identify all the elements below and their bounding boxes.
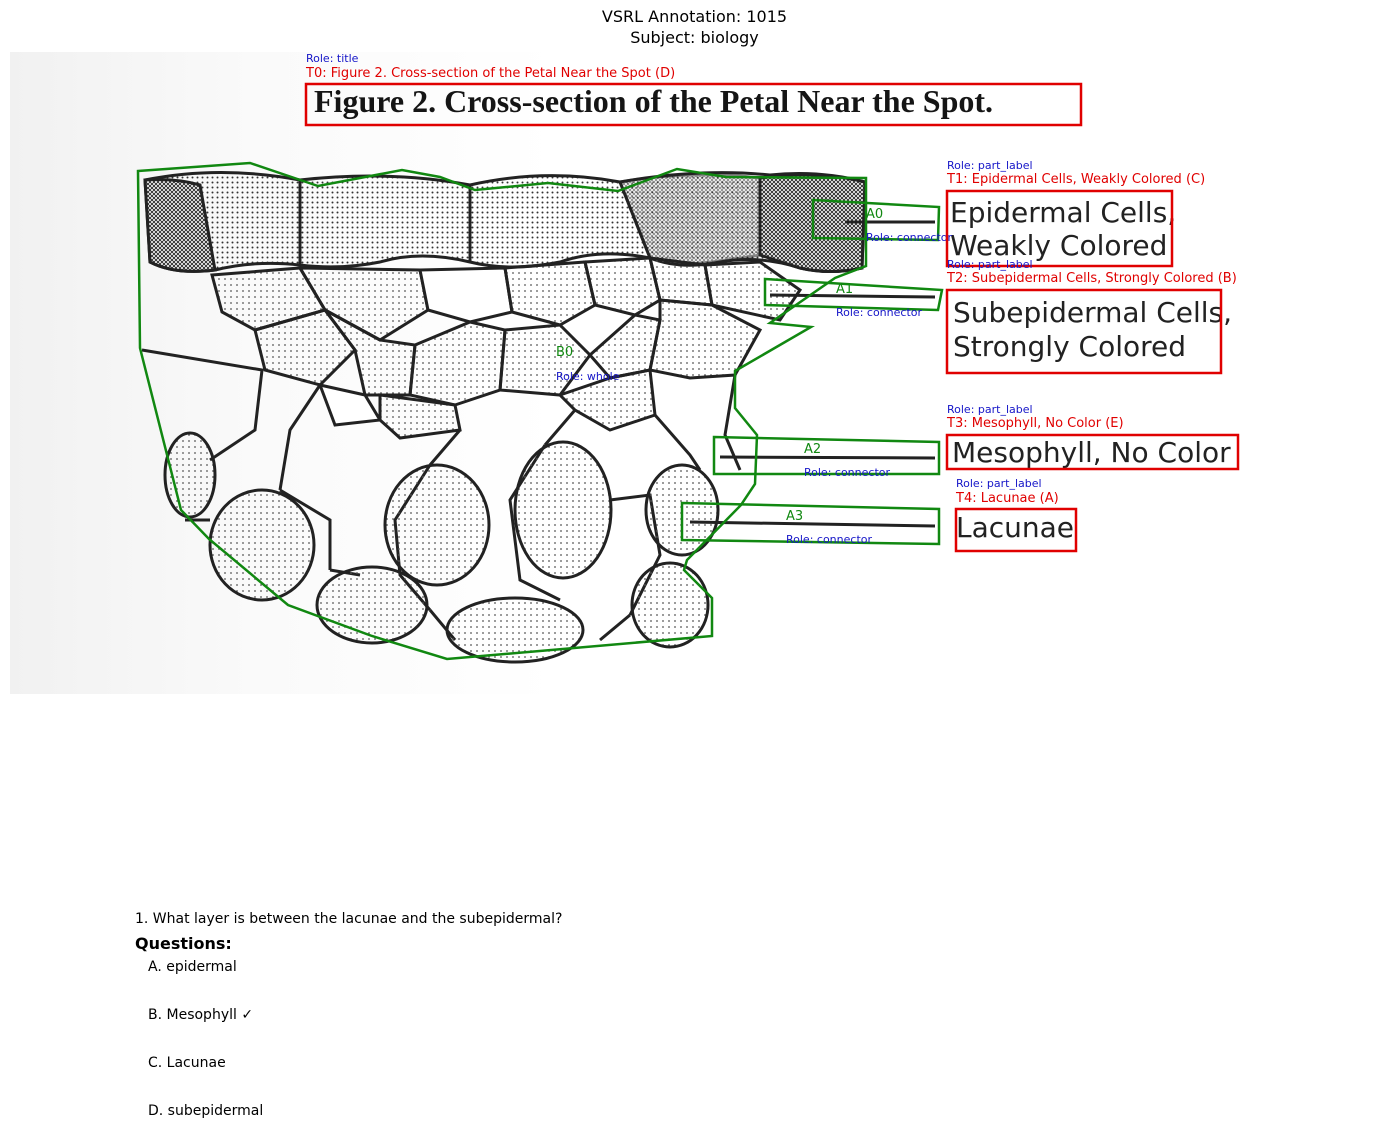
region-a2: A2 Role: connector xyxy=(712,435,941,479)
scanned-label-epidermal-2: Weakly Colored xyxy=(950,229,1167,262)
region-a1-id: A1 xyxy=(836,282,853,297)
t1-label: T1: Epidermal Cells, Weakly Colored (C) xyxy=(946,172,1205,187)
t3-role: Role: part_label xyxy=(947,403,1033,416)
region-a1-role: Role: connector xyxy=(836,306,922,319)
scanned-label-epidermal-1: Epidermal Cells, xyxy=(950,196,1176,229)
annotation-subject: Subject: biology xyxy=(630,28,759,47)
t1-role: Role: part_label xyxy=(947,159,1033,172)
text-annotation-t3: Role: part_label T3: Mesophyll, No Color… xyxy=(945,403,1240,471)
option-c: C. Lacunae xyxy=(148,1055,226,1071)
t4-role: Role: part_label xyxy=(956,477,1042,490)
region-a2-role: Role: connector xyxy=(804,466,890,479)
question-block: 1. What layer is between the lacunae and… xyxy=(135,879,562,1135)
region-b0-id: B0 xyxy=(556,345,573,360)
region-a0-id: A0 xyxy=(866,207,883,222)
annotation-title: VSRL Annotation: 1015 xyxy=(601,7,788,26)
t4-label: T4: Lacunae (A) xyxy=(955,491,1059,506)
region-a3-role: Role: connector xyxy=(786,533,872,546)
option-a: A. epidermal xyxy=(148,959,237,975)
region-a2-id: A2 xyxy=(804,442,821,457)
region-a3-id: A3 xyxy=(786,509,803,524)
region-a1: A1 Role: connector xyxy=(763,277,944,319)
region-b0: B0 Role: whole xyxy=(136,161,868,661)
t0-role: Role: title xyxy=(306,52,359,65)
region-a3: A3 Role: connector xyxy=(680,501,941,546)
t0-label: T0: Figure 2. Cross-section of the Petal… xyxy=(305,66,675,81)
text-annotation-t1: Role: part_label T1: Epidermal Cells, We… xyxy=(945,159,1205,268)
t3-label: T3: Mesophyll, No Color (E) xyxy=(946,416,1124,431)
region-a0: A0 Role: connector xyxy=(811,198,952,244)
annotation-header: VSRL Annotation: 1015 Subject: biology xyxy=(0,6,1389,48)
petal-diagram: Figure 2. Cross-section of the Petal Nea… xyxy=(136,52,1240,664)
scanned-part-labels: Epidermal Cells, Weakly Colored Subepide… xyxy=(950,196,1232,544)
region-a0-role: Role: connector xyxy=(866,231,952,244)
text-annotation-t0: Role: title T0: Figure 2. Cross-section … xyxy=(304,52,1083,127)
option-b: B. Mesophyll ✓ xyxy=(148,1007,254,1023)
scanned-label-subepidermal-1: Subepidermal Cells, xyxy=(953,296,1232,329)
scanned-label-mesophyll: Mesophyll, No Color xyxy=(952,436,1231,469)
lacunae xyxy=(163,431,720,664)
subepidermal-layer xyxy=(210,256,803,440)
question-1: 1. What layer is between the lacunae and… xyxy=(135,911,563,927)
text-annotation-t4: Role: part_label T4: Lacunae (A) xyxy=(954,477,1078,553)
text-annotation-t2: Role: part_label T2: Subepidermal Cells,… xyxy=(945,258,1237,375)
t2-role: Role: part_label xyxy=(947,258,1033,271)
scanned-figure-title: Figure 2. Cross-section of the Petal Nea… xyxy=(314,83,993,119)
option-d: D. subepidermal xyxy=(148,1103,264,1119)
scanned-label-subepidermal-2: Strongly Colored xyxy=(953,330,1186,363)
scanned-label-lacunae: Lacunae xyxy=(956,511,1074,544)
questions-heading: Questions: xyxy=(135,934,232,953)
t2-label: T2: Subepidermal Cells, Strongly Colored… xyxy=(946,271,1237,286)
region-b0-role: Role: whole xyxy=(556,370,620,383)
